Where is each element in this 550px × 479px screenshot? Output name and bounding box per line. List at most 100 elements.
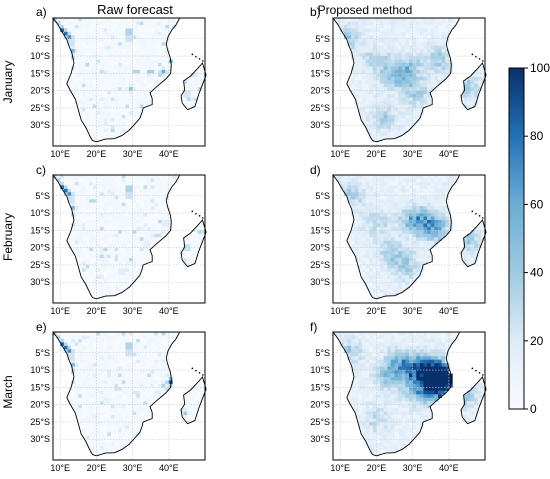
heatmap-cell <box>136 418 141 423</box>
heatmap-cell <box>154 356 159 360</box>
heatmap-cell <box>412 76 417 81</box>
heatmap-cell <box>107 195 112 200</box>
heatmap-cell <box>394 345 399 350</box>
heatmap-cell <box>118 390 123 395</box>
heatmap-cell <box>147 69 152 74</box>
heatmap-cell <box>197 80 202 85</box>
heatmap-cell <box>85 175 90 179</box>
heatmap-cell <box>351 404 356 409</box>
heatmap-cell <box>361 345 366 350</box>
heatmap-cell <box>390 415 395 419</box>
heatmap-cell <box>354 28 359 33</box>
heatmap-cell <box>365 418 370 423</box>
heatmap-cells <box>53 175 206 300</box>
heatmap-cell <box>380 435 384 440</box>
heatmap-cell <box>190 261 195 266</box>
heatmap-cell <box>118 425 123 430</box>
heatmap-cell <box>358 213 363 217</box>
heatmap-cell <box>365 230 370 235</box>
heatmap-cell <box>110 206 115 210</box>
heatmap-cell <box>183 401 188 405</box>
heatmap-cell <box>121 42 126 46</box>
heatmap-cell <box>89 404 94 409</box>
heatmap-cell <box>132 199 137 203</box>
heatmap-cell <box>118 442 123 447</box>
heatmap-cell <box>398 114 403 119</box>
heatmap-cell <box>380 62 384 67</box>
heatmap-cell <box>445 178 450 183</box>
heatmap-cell <box>60 21 65 26</box>
heatmap-cell <box>333 175 337 179</box>
heatmap-cell <box>125 251 130 255</box>
heatmap-cell <box>161 233 166 238</box>
heatmap-cell <box>387 28 392 33</box>
heatmap-cell <box>118 289 123 293</box>
heatmap-cell <box>85 101 90 105</box>
heatmap-cell <box>394 125 399 129</box>
heatmap-cell <box>71 356 76 360</box>
heatmap-cell <box>441 209 446 214</box>
heatmap-cell <box>165 206 170 210</box>
heatmap-cell <box>369 87 374 91</box>
heatmap-cell <box>372 38 377 43</box>
heatmap-cell <box>147 366 152 371</box>
heatmap-cell <box>390 206 395 210</box>
heatmap-cell <box>100 446 104 450</box>
heatmap-cell <box>136 213 141 217</box>
heatmap-cell <box>365 18 370 22</box>
heatmap-cell <box>481 226 486 231</box>
heatmap-cell <box>347 185 352 190</box>
heatmap-cell <box>383 421 388 426</box>
heatmap-cell <box>376 121 381 126</box>
heatmap-cell <box>139 209 144 214</box>
heatmap-cell <box>125 101 130 105</box>
heatmap-cell <box>463 247 468 252</box>
heatmap-cell <box>96 199 101 203</box>
heatmap-cell <box>351 240 356 245</box>
heatmap-cell <box>114 244 119 248</box>
heatmap-cell <box>416 104 421 109</box>
heatmap-cell <box>383 132 388 136</box>
heatmap-cell <box>383 383 388 388</box>
heatmap-cell <box>383 352 388 357</box>
heatmap-cell <box>143 45 148 50</box>
heatmap-cell <box>387 42 392 46</box>
heatmap-cell <box>161 213 166 217</box>
heatmap-cell <box>365 233 370 238</box>
heatmap-cell <box>434 206 439 210</box>
heatmap-cell <box>427 66 432 71</box>
heatmap-cell <box>394 178 399 183</box>
heatmap-cell <box>165 185 170 190</box>
heatmap-cell <box>136 56 141 60</box>
heatmap-cell <box>412 247 417 252</box>
heatmap-cell <box>365 181 370 186</box>
heatmap-cell <box>74 18 79 22</box>
heatmap-cell <box>103 254 108 259</box>
heatmap-cell <box>139 42 144 46</box>
heatmap-cell <box>129 31 133 36</box>
heatmap-cell <box>78 216 83 221</box>
heatmap-cell <box>423 226 428 231</box>
heatmap-cell <box>114 261 119 266</box>
heatmap-cell <box>136 387 141 392</box>
heatmap-cell <box>154 24 159 29</box>
heatmap-cell <box>427 258 432 262</box>
heatmap-cell <box>441 223 446 228</box>
heatmap-cell <box>365 404 370 409</box>
heatmap-cell <box>114 435 119 440</box>
heatmap-cell <box>419 21 424 26</box>
heatmap-cell <box>416 73 421 78</box>
heatmap-cell <box>89 216 94 221</box>
heatmap-cell <box>380 114 384 119</box>
heatmap-cell <box>121 425 126 430</box>
heatmap-cell <box>437 24 442 29</box>
heatmap-cell <box>405 111 410 116</box>
heatmap-cell <box>401 285 406 290</box>
heatmap-cell <box>201 380 206 385</box>
heatmap-cell <box>390 394 395 399</box>
heatmap-cell <box>107 128 112 133</box>
heatmap-cell <box>398 28 403 33</box>
heatmap-cell <box>383 101 388 105</box>
heatmap-cell <box>416 271 421 276</box>
heatmap-cell <box>96 59 101 64</box>
